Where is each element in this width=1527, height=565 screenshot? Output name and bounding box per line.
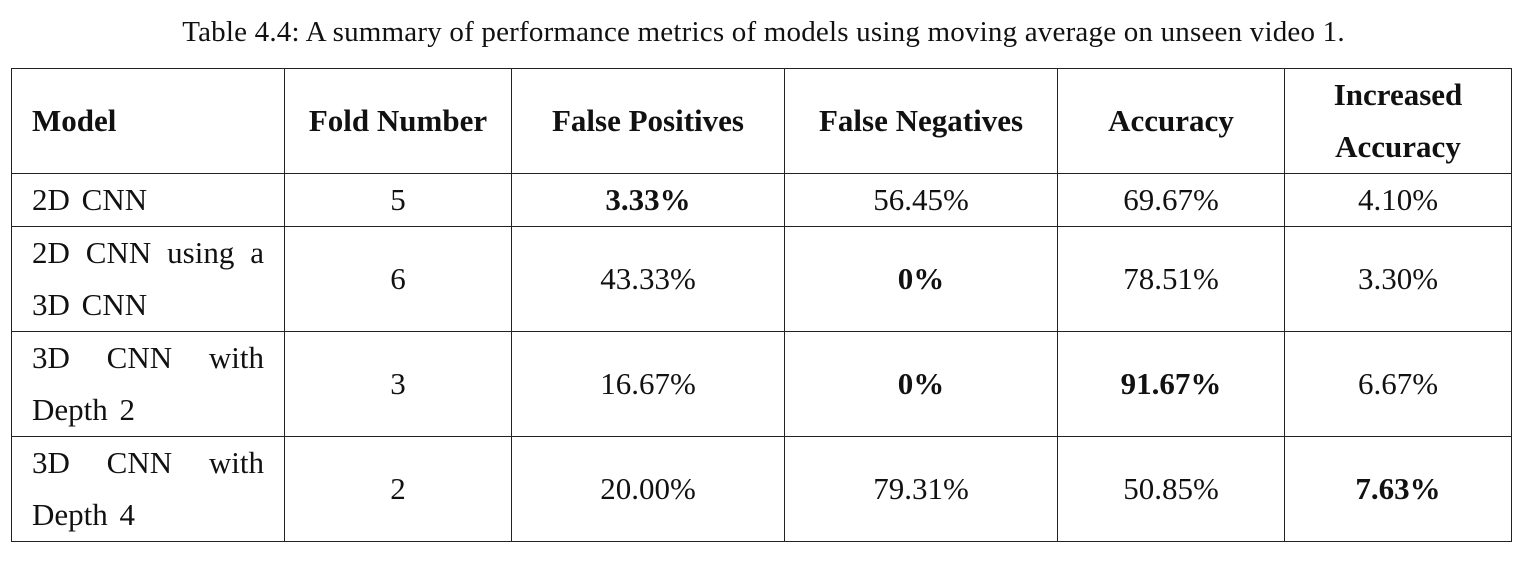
increased-accuracy-cell: 4.10% [1284, 173, 1512, 227]
performance-metrics-table: Model Fold Number False Positives False … [11, 68, 1512, 542]
fold-number-cell: 3 [284, 331, 512, 437]
model-cell: 3D CNN with Depth 2 [11, 331, 285, 437]
false-negatives-cell: 0% [784, 331, 1058, 437]
accuracy-cell: 91.67% [1057, 331, 1285, 437]
table-row: 3D CNN with Depth 4 2 20.00% 79.31% 50.8… [11, 436, 1512, 542]
column-header-false-negatives: False Negatives [784, 68, 1058, 174]
column-header-accuracy: Accuracy [1057, 68, 1285, 174]
fold-number-cell: 5 [284, 173, 512, 227]
model-cell: 2D CNN using a 3D CNN [11, 226, 285, 332]
false-positives-cell: 3.33% [511, 173, 785, 227]
accuracy-cell: 50.85% [1057, 436, 1285, 542]
table-caption: Table 4.4: A summary of performance metr… [182, 16, 1345, 48]
false-positives-cell: 16.67% [511, 331, 785, 437]
false-positives-cell: 43.33% [511, 226, 785, 332]
model-cell: 2D CNN [11, 173, 285, 227]
column-header-increased-accuracy: Increased Accuracy [1284, 68, 1512, 174]
increased-accuracy-cell: 6.67% [1284, 331, 1512, 437]
column-header-fold-number: Fold Number [284, 68, 512, 174]
increased-accuracy-cell: 7.63% [1284, 436, 1512, 542]
false-negatives-cell: 79.31% [784, 436, 1058, 542]
increased-accuracy-cell: 3.30% [1284, 226, 1512, 332]
fold-number-cell: 2 [284, 436, 512, 542]
table-row: 3D CNN with Depth 2 3 16.67% 0% 91.67% 6… [11, 331, 1512, 437]
column-header-false-positives: False Positives [511, 68, 785, 174]
fold-number-cell: 6 [284, 226, 512, 332]
accuracy-cell: 69.67% [1057, 173, 1285, 227]
false-negatives-cell: 56.45% [784, 173, 1058, 227]
column-header-model: Model [11, 68, 285, 174]
table-header-row: Model Fold Number False Positives False … [11, 68, 1512, 174]
model-cell: 3D CNN with Depth 4 [11, 436, 285, 542]
accuracy-cell: 78.51% [1057, 226, 1285, 332]
false-positives-cell: 20.00% [511, 436, 785, 542]
false-negatives-cell: 0% [784, 226, 1058, 332]
table-row: 2D CNN using a 3D CNN 6 43.33% 0% 78.51%… [11, 226, 1512, 332]
table-row: 2D CNN 5 3.33% 56.45% 69.67% 4.10% [11, 173, 1512, 227]
